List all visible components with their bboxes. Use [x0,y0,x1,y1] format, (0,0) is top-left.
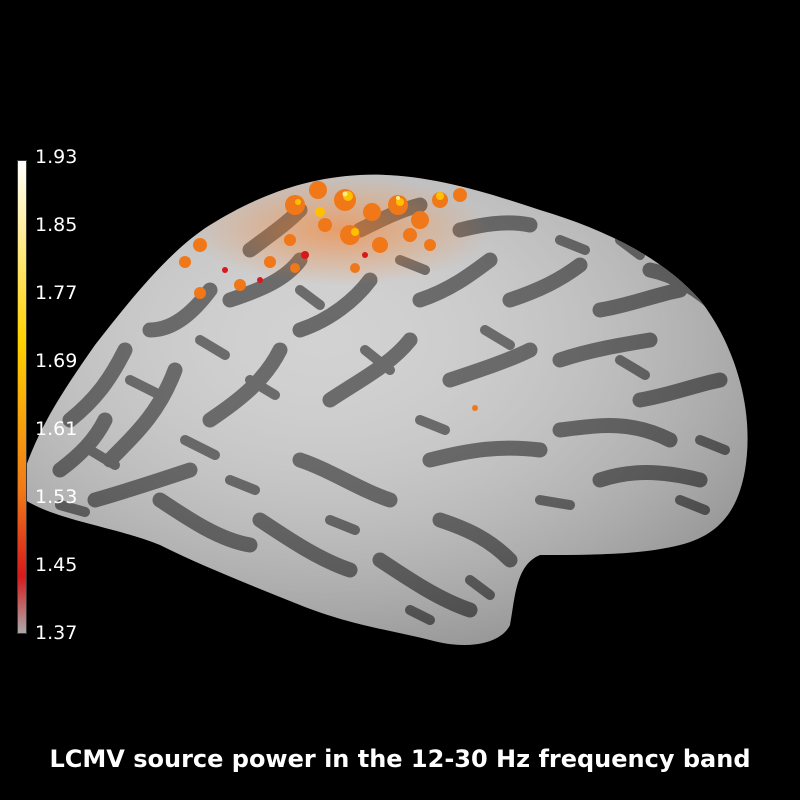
colorbar-tick-label: 1.37 [35,622,78,644]
colorbar-tick-label: 1.61 [35,418,78,440]
colorbar-tick-label: 1.85 [35,214,78,236]
activation-clusters [179,175,490,411]
colorbar [17,160,27,634]
colorbar-tick-label: 1.69 [35,350,78,372]
colorbar-tick-label: 1.53 [35,486,78,508]
colorbar-tick-label: 1.77 [35,282,78,304]
colorbar-tick-label: 1.45 [35,554,78,576]
colorbar-tick-label: 1.93 [35,146,78,168]
figure-title: LCMV source power in the 12-30 Hz freque… [49,745,751,773]
